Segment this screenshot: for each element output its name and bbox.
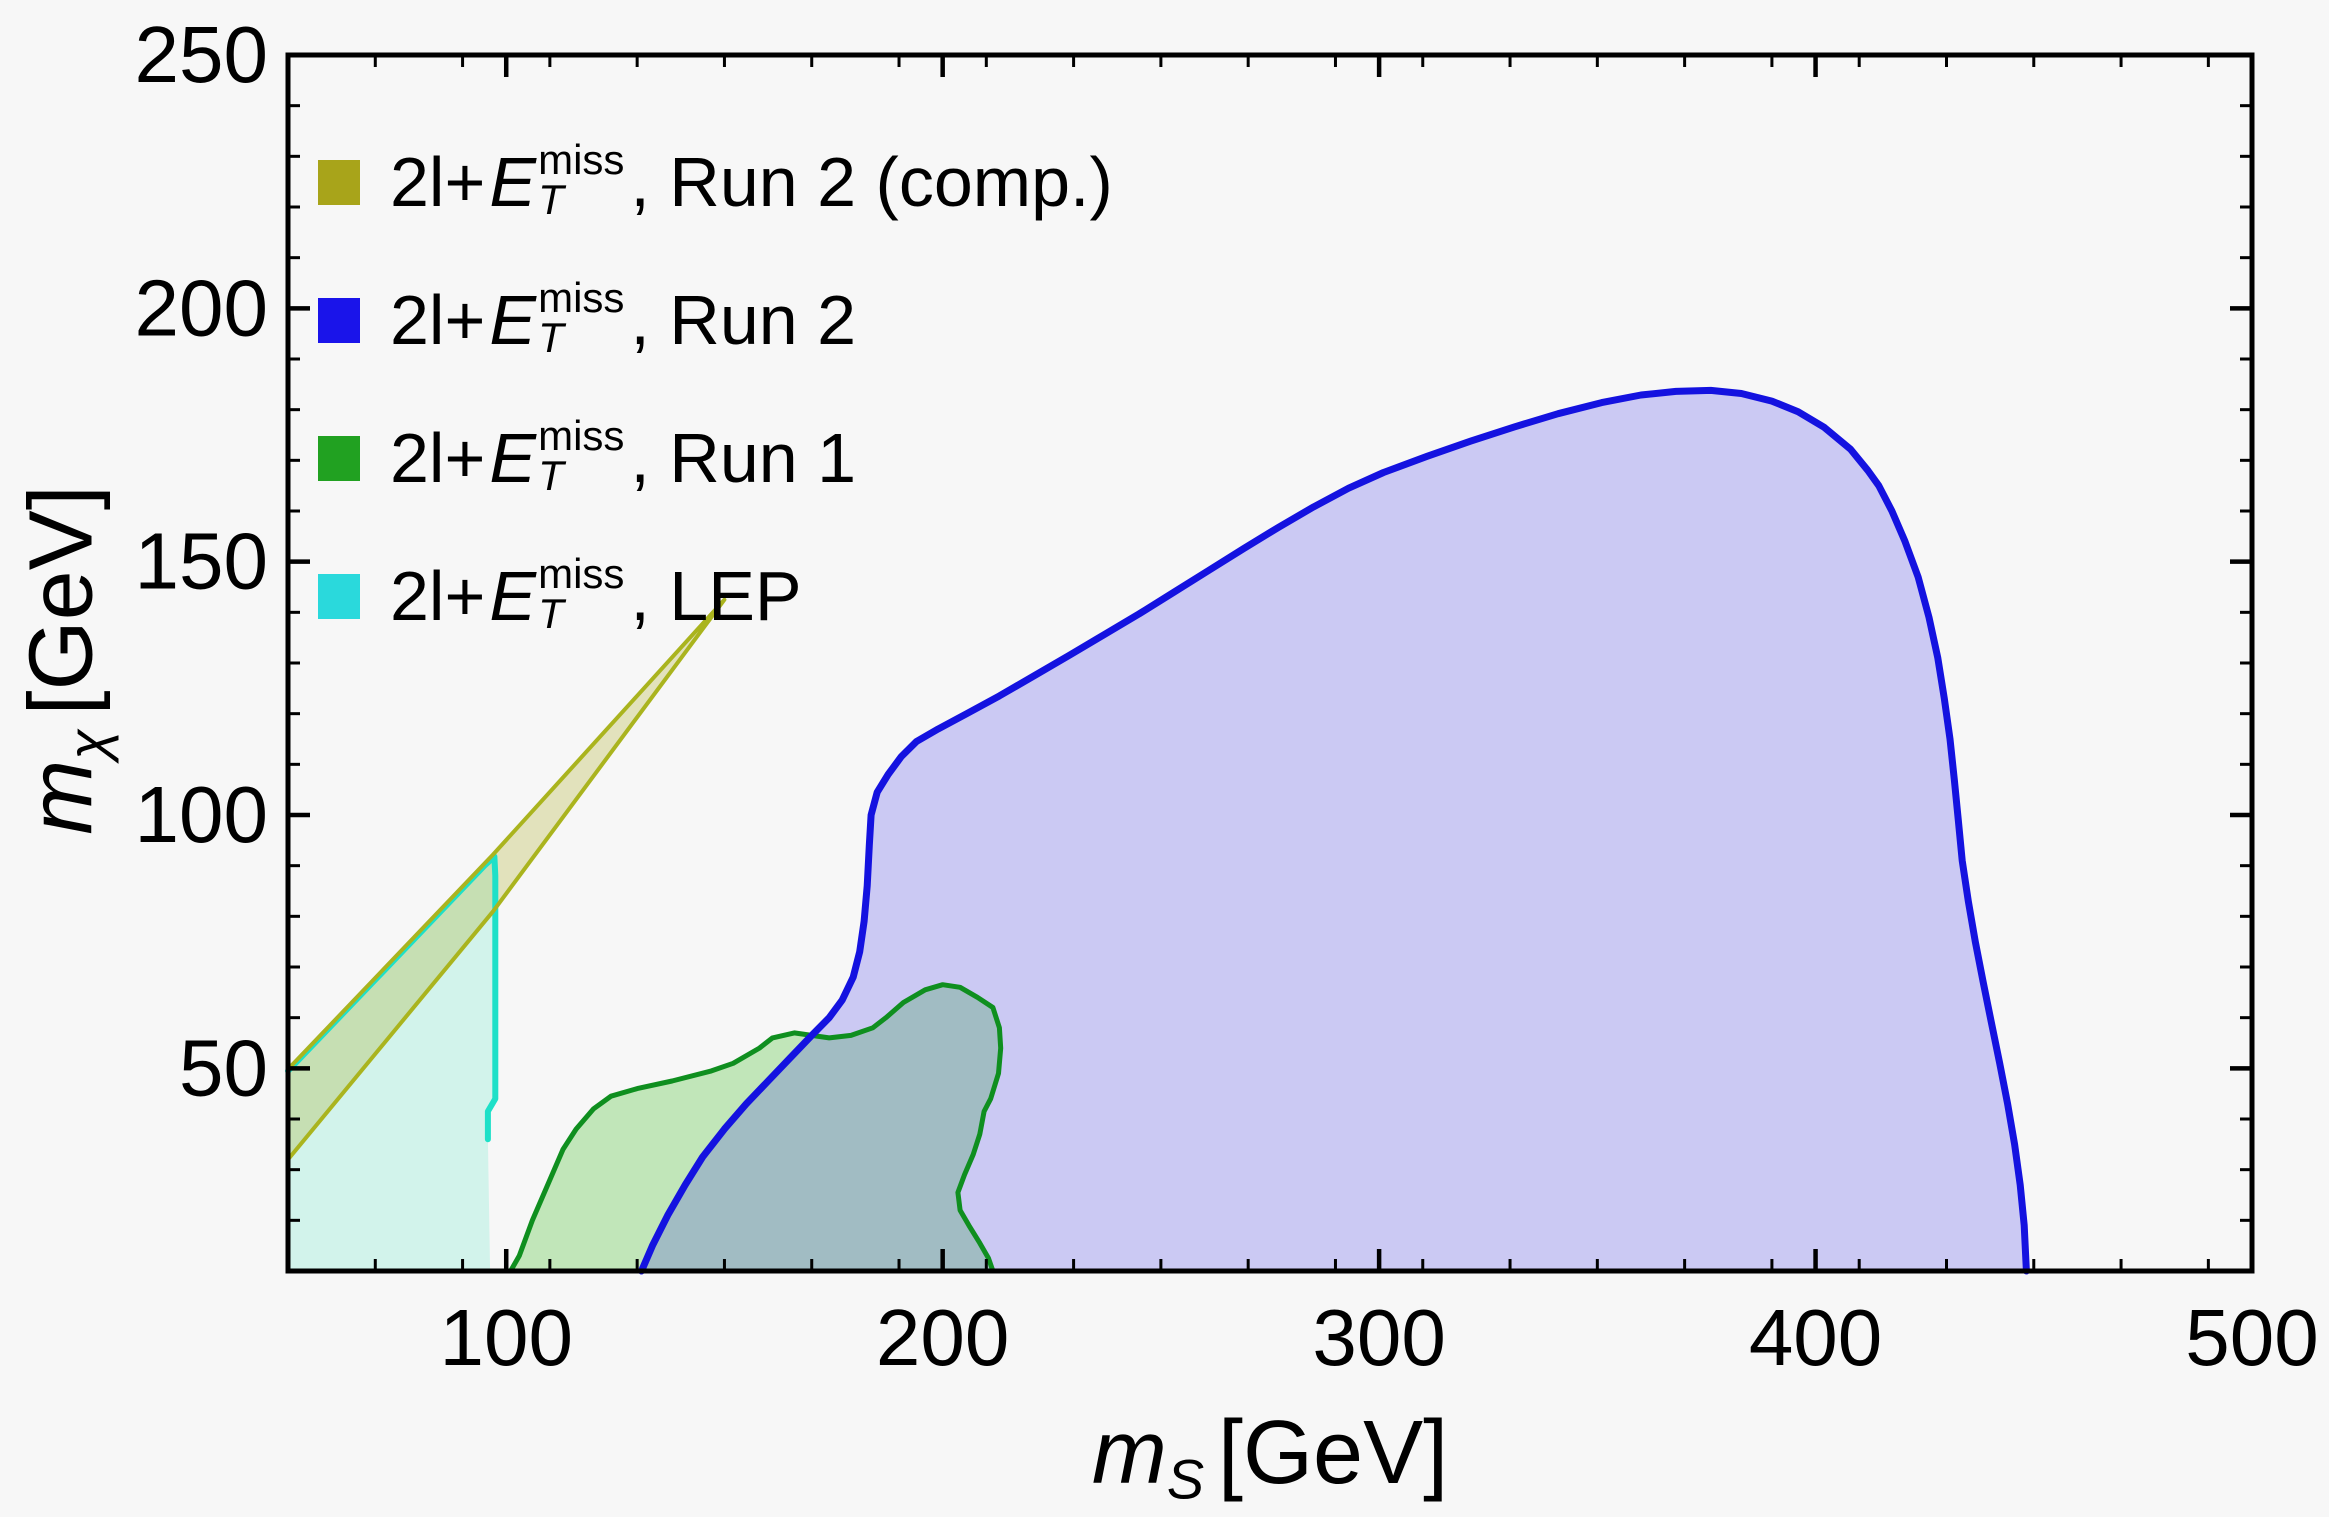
lep-cyan-region-fill	[288, 856, 496, 1271]
x-tick-label: 500	[2185, 1293, 2318, 1382]
y-tick-label: 50	[179, 1023, 268, 1112]
run2-blue-region-fill	[641, 390, 2027, 1271]
x-tick-label: 100	[439, 1293, 572, 1382]
y-tick-label: 150	[135, 517, 268, 606]
x-tick-label: 400	[1749, 1293, 1882, 1382]
legend-swatch-run2-compressed	[318, 159, 360, 205]
y-tick-label: 250	[135, 10, 268, 99]
x-tick-label: 200	[876, 1293, 1009, 1382]
legend-swatch-run1	[318, 435, 360, 481]
legend-swatch-lep	[318, 573, 360, 619]
x-tick-label: 300	[1312, 1293, 1445, 1382]
run1-green-region-outline	[508, 982, 1004, 1274]
run2-compressed-olive-region-fill	[288, 599, 725, 1160]
y-axis-title: mχ[GeV]	[11, 485, 119, 835]
y-tick-label: 200	[135, 263, 268, 352]
x-axis-title: mS [GeV]	[1091, 1403, 1449, 1511]
run1-green-region-fill	[510, 984, 1001, 1271]
legend-swatch-run2	[318, 297, 360, 343]
run2-compressed-olive-region-outline	[286, 597, 727, 1162]
y-tick-label: 100	[135, 770, 268, 859]
run2-blue-region-outline	[638, 386, 2030, 1275]
